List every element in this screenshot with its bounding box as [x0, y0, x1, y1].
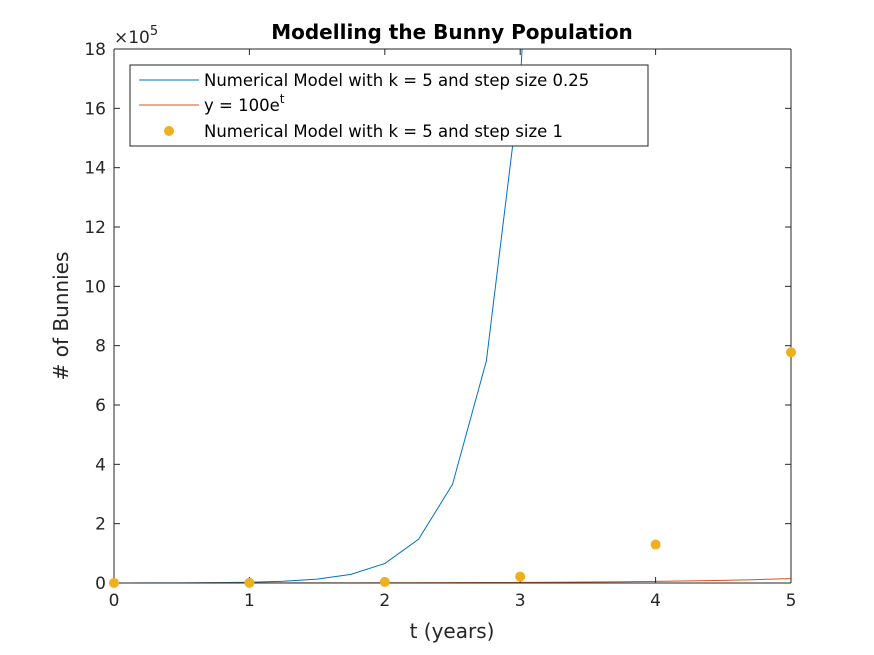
legend-label-exponential-base: y = 100e	[204, 96, 280, 115]
x-tick-label: 2	[379, 591, 390, 611]
y-tick-label: 10	[84, 277, 106, 297]
x-tick-label: 1	[244, 591, 255, 611]
x-tick-label: 0	[109, 591, 120, 611]
y-tick-label: 0	[95, 574, 106, 594]
y-axis-title: # of Bunnies	[49, 252, 73, 381]
y-exponent-label: ×105	[114, 24, 158, 48]
legend-swatch-numerical-1	[164, 126, 174, 136]
axes-box	[113, 48, 792, 584]
series-point	[515, 571, 526, 582]
y-tick-label: 8	[95, 337, 106, 357]
y-exponent-multiplier: ×10	[114, 28, 150, 48]
y-tick-label: 2	[95, 515, 106, 535]
y-exponent-power: 5	[150, 24, 158, 39]
legend-label-numerical-1: Numerical Model with k = 5 and step size…	[204, 122, 563, 141]
series-point	[244, 577, 255, 588]
y-tick-label: 12	[84, 218, 106, 238]
y-tick-label: 18	[84, 40, 106, 60]
x-tick-label: 5	[786, 591, 797, 611]
y-tick-label: 16	[84, 99, 106, 119]
series-point	[109, 577, 119, 588]
legend: Numerical Model with k = 5 and step size…	[129, 64, 649, 147]
series-point	[786, 347, 796, 358]
x-axis-title: t (years)	[410, 619, 495, 643]
legend-box	[129, 64, 649, 147]
legend-label-numerical-025: Numerical Model with k = 5 and step size…	[204, 71, 589, 90]
legend-label-exponential: y = 100et	[204, 92, 285, 115]
x-tick-label: 4	[650, 591, 661, 611]
chart-title: Modelling the Bunny Population	[271, 20, 633, 44]
series-point	[650, 539, 661, 550]
x-tick-label: 3	[515, 591, 526, 611]
y-tick-label: 4	[95, 455, 106, 475]
y-tick-label: 14	[84, 159, 106, 179]
series-point	[379, 576, 390, 587]
marker-layer	[109, 347, 796, 588]
y-tick-label: 6	[95, 396, 106, 416]
legend-label-exponential-sup: t	[280, 92, 285, 106]
